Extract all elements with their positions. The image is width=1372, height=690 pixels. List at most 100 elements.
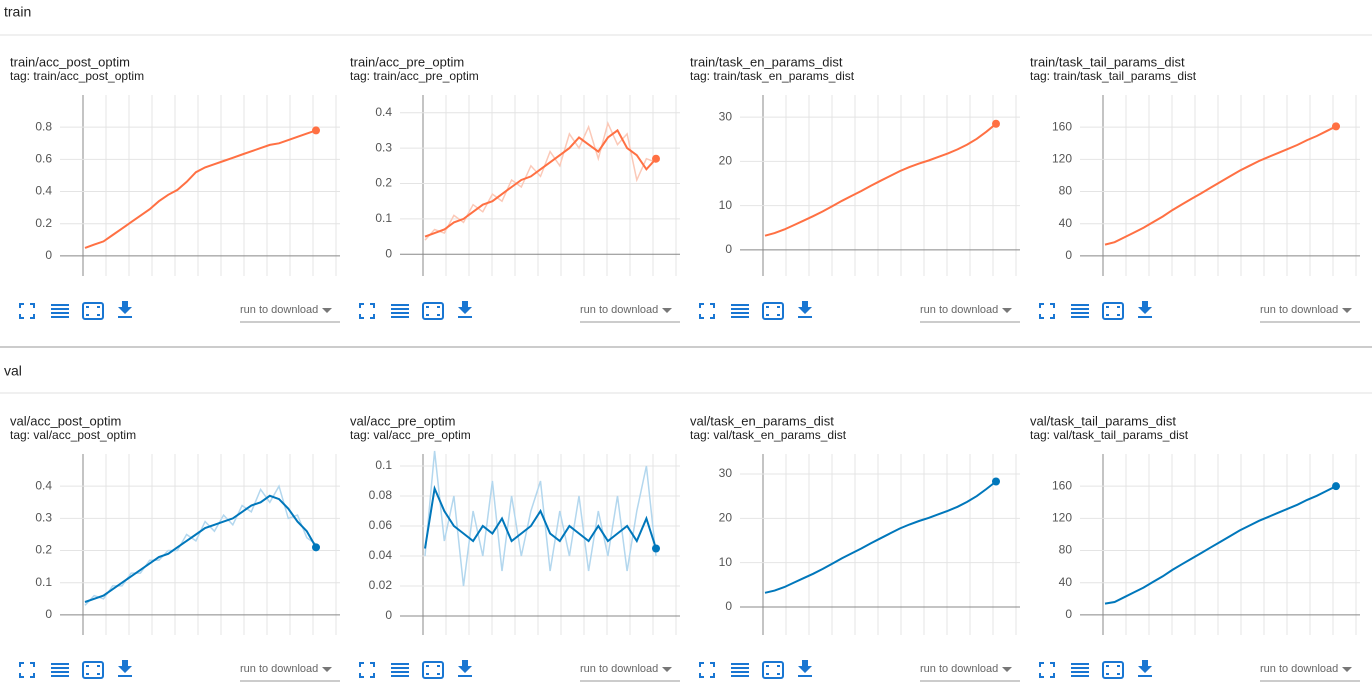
end-point	[652, 154, 660, 163]
log-scale-icon[interactable]	[731, 304, 749, 318]
dropdown-arrow[interactable]	[1002, 308, 1012, 313]
dropdown-arrow[interactable]	[322, 667, 332, 672]
fullscreen-icon[interactable]	[1039, 662, 1055, 678]
log-scale-icon[interactable]	[391, 304, 409, 318]
y-tick-label: 30	[719, 109, 733, 123]
fullscreen-icon[interactable]	[19, 303, 35, 319]
icon-shape	[731, 667, 749, 669]
y-tick-label: 0.08	[369, 488, 393, 502]
icon-shape	[51, 316, 69, 318]
log-scale-icon[interactable]	[1071, 663, 1089, 677]
card-tag: tag: train/task_en_params_dist	[690, 69, 855, 83]
download-icon[interactable]	[1138, 301, 1152, 318]
fit-domain-icon[interactable]	[82, 302, 104, 320]
y-tick-label: 0.2	[35, 543, 52, 557]
download-select-label[interactable]: run to download	[240, 663, 318, 675]
dropdown-arrow[interactable]	[322, 308, 332, 313]
fullscreen-icon[interactable]	[699, 303, 715, 319]
end-point	[992, 119, 1000, 128]
icon-shape	[1039, 662, 1055, 678]
download-select-label[interactable]: run to download	[580, 304, 658, 316]
y-tick-label: 0	[45, 607, 52, 621]
y-tick-label: 0.3	[375, 140, 392, 154]
y-tick-label: 20	[719, 510, 733, 524]
fullscreen-icon[interactable]	[1039, 303, 1055, 319]
card-tag: tag: train/task_tail_params_dist	[1030, 69, 1197, 83]
y-tick-label: 0.02	[369, 578, 393, 592]
fullscreen-icon[interactable]	[19, 662, 35, 678]
dropdown-arrow[interactable]	[662, 667, 672, 672]
dropdown-arrow[interactable]	[1002, 667, 1012, 672]
y-tick-label: 0	[1065, 248, 1072, 262]
log-scale-icon[interactable]	[51, 304, 69, 318]
icon-shape	[51, 663, 69, 665]
y-tick-label: 40	[1059, 575, 1073, 589]
series-line	[1104, 485, 1337, 605]
icon-shape	[731, 663, 749, 665]
icon-shape	[731, 675, 749, 677]
card-tag: tag: train/acc_pre_optim	[350, 69, 479, 83]
y-tick-label: 120	[1052, 152, 1072, 166]
card-tag: tag: train/acc_post_optim	[10, 69, 144, 83]
download-icon[interactable]	[118, 660, 132, 677]
icon-shape	[458, 301, 472, 318]
y-tick-label: 0.1	[375, 458, 392, 472]
dropdown-arrow[interactable]	[1342, 667, 1352, 672]
fullscreen-icon[interactable]	[359, 303, 375, 319]
download-icon[interactable]	[458, 301, 472, 318]
fit-domain-icon[interactable]	[82, 661, 104, 679]
y-tick-label: 0.1	[375, 211, 392, 225]
download-icon[interactable]	[798, 660, 812, 677]
y-tick-label: 20	[719, 154, 733, 168]
download-select-label[interactable]: run to download	[1260, 663, 1338, 675]
download-icon[interactable]	[798, 301, 812, 318]
y-tick-label: 10	[719, 555, 733, 569]
fit-domain-icon[interactable]	[1102, 661, 1124, 679]
download-select-label[interactable]: run to download	[580, 663, 658, 675]
icon-shape	[731, 316, 749, 318]
fit-domain-icon[interactable]	[762, 661, 784, 679]
fullscreen-icon[interactable]	[359, 662, 375, 678]
icon-shape	[1106, 665, 1120, 675]
log-scale-icon[interactable]	[731, 663, 749, 677]
icon-shape	[1102, 302, 1124, 320]
fit-domain-icon[interactable]	[422, 661, 444, 679]
download-icon[interactable]	[118, 301, 132, 318]
dropdown-arrow[interactable]	[662, 308, 672, 313]
icon-shape	[458, 660, 472, 677]
card-title: val/task_tail_params_dist	[1030, 413, 1176, 428]
y-tick-label: 0.2	[35, 216, 52, 230]
series-line	[424, 450, 657, 587]
download-icon[interactable]	[1138, 660, 1152, 677]
icon-shape	[19, 662, 35, 678]
icon-shape	[51, 308, 69, 310]
download-icon[interactable]	[458, 660, 472, 677]
fit-domain-icon[interactable]	[1102, 302, 1124, 320]
download-select-label[interactable]: run to download	[240, 304, 318, 316]
card-title: val/acc_post_optim	[10, 413, 121, 428]
fit-domain-icon[interactable]	[762, 302, 784, 320]
series-line	[424, 121, 657, 241]
icon-shape	[82, 302, 104, 320]
log-scale-icon[interactable]	[51, 663, 69, 677]
icon-shape	[731, 312, 749, 314]
fullscreen-icon[interactable]	[699, 662, 715, 678]
download-select-label[interactable]: run to download	[920, 663, 998, 675]
icon-shape	[798, 301, 812, 318]
y-tick-label: 30	[719, 466, 733, 480]
download-select-label[interactable]: run to download	[920, 304, 998, 316]
end-point	[312, 543, 320, 552]
dropdown-arrow[interactable]	[1342, 308, 1352, 313]
y-tick-label: 0	[385, 246, 392, 260]
icon-shape	[51, 312, 69, 314]
download-select-label[interactable]: run to download	[1260, 304, 1338, 316]
card-title: train/task_en_params_dist	[690, 54, 843, 69]
y-tick-label: 0	[1065, 607, 1072, 621]
log-scale-icon[interactable]	[1071, 304, 1089, 318]
fit-domain-icon[interactable]	[422, 302, 444, 320]
icon-shape	[391, 304, 409, 306]
log-scale-icon[interactable]	[391, 663, 409, 677]
